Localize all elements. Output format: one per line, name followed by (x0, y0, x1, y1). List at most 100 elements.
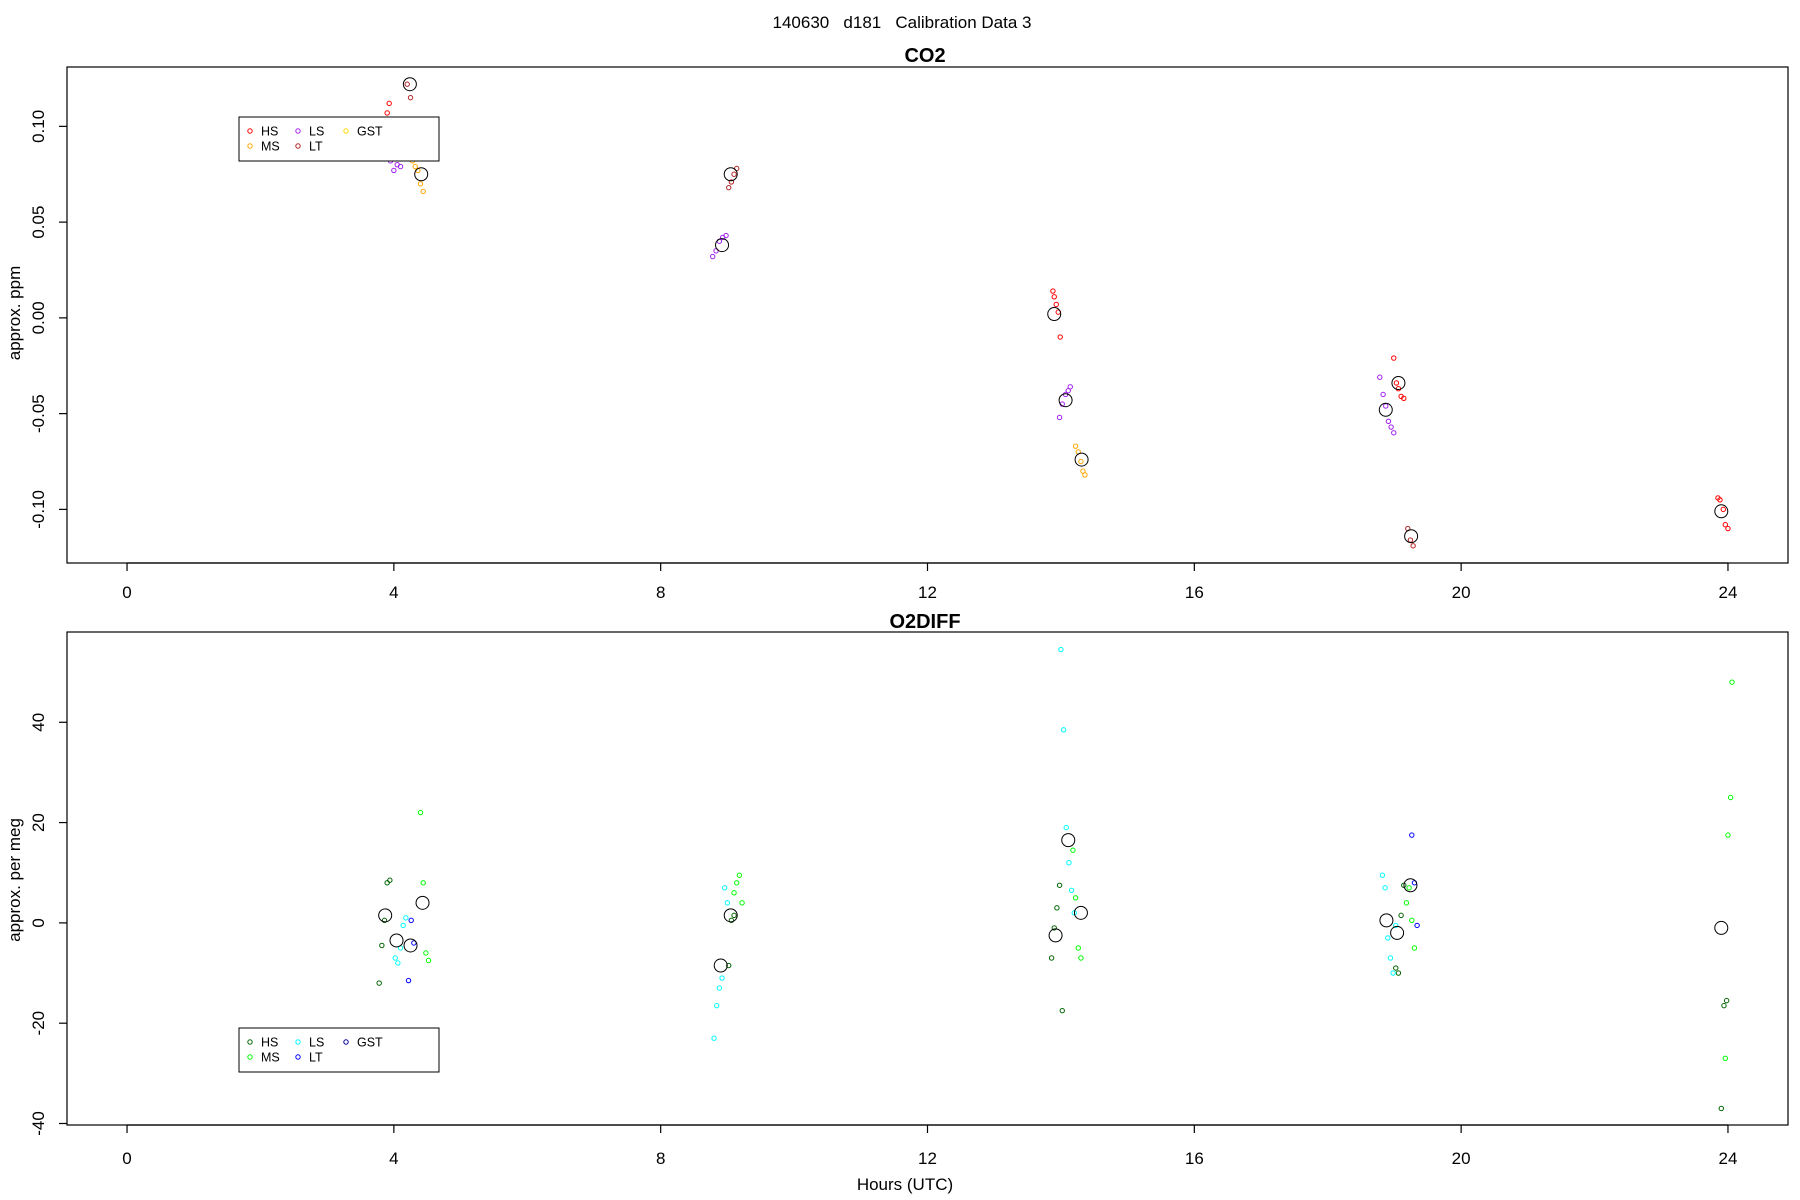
co2-point-lt (728, 179, 735, 185)
o2diff-mean-point (1379, 913, 1394, 928)
o2diff-legend-label: HS (261, 1036, 278, 1050)
o2diff-x-tick-label: 8 (656, 1149, 665, 1168)
co2-x-tick-label: 24 (1719, 583, 1738, 602)
o2diff-point-ls (1385, 935, 1391, 941)
o2diff-point-ms (734, 880, 740, 886)
o2diff-point-hs (1723, 997, 1730, 1004)
o2diff-point-hs (1056, 882, 1063, 888)
co2-y-axis-label: approx. ppm (5, 266, 24, 361)
o2diff-point-ls (724, 900, 731, 906)
o2diff-point-ls (716, 985, 723, 991)
o2diff-legend-marker (247, 1054, 253, 1060)
o2diff-point-ls (1379, 872, 1386, 878)
o2diff-point-hs (1048, 955, 1055, 961)
o2diff-mean-point (1048, 928, 1063, 943)
co2-point-ms (417, 181, 424, 187)
co2-y-tick-label: 0.05 (29, 206, 48, 239)
co2-point-ls (1388, 424, 1394, 430)
co2-panel: CO2 approx. ppm 0 4 8 12 16 20 24 -0.10 -0.05 0.0… (5, 45, 1789, 602)
o2diff-x-tick-label: 24 (1719, 1149, 1738, 1168)
o2diff-legend-marker (295, 1054, 301, 1060)
o2diff-point-lt (1409, 832, 1415, 838)
o2diff-mean-point (1390, 925, 1405, 940)
o2diff-point-hs (1721, 1002, 1727, 1009)
o2diff-point-ms (739, 900, 745, 906)
co2-point-hs (1051, 294, 1057, 300)
co2-mean-point (1378, 402, 1393, 417)
o2diff-mean-point (1061, 833, 1076, 848)
o2diff-point-ls (1393, 922, 1399, 929)
o2diff-mean-point (403, 938, 418, 953)
co2-point-ms (412, 163, 418, 170)
o2diff-y-axis-label: approx. per meg (5, 818, 24, 942)
co2-legend-marker (343, 128, 349, 134)
co2-point-ls (723, 232, 729, 239)
o2diff-point-ls (1387, 955, 1394, 961)
o2diff-point-ls (1068, 887, 1075, 893)
o2diff-point-ms (1409, 917, 1415, 924)
o2diff-mean-point (713, 958, 728, 973)
co2-y-tick-label: -0.10 (29, 490, 48, 529)
o2diff-legend-label: LS (309, 1036, 324, 1050)
o2diff-legend-label: LT (309, 1051, 323, 1065)
co2-point-lt (731, 171, 737, 177)
o2diff-point-ms (736, 872, 743, 878)
o2diff-point-hs (387, 877, 393, 883)
o2diff-point-ms (1722, 1055, 1728, 1061)
co2-mean-point (1404, 529, 1419, 544)
o2diff-legend-label: MS (261, 1051, 280, 1065)
co2-point-ls (1385, 418, 1392, 424)
o2diff-y-tick-label: -20 (29, 1011, 48, 1036)
co2-legend-label: GST (357, 125, 383, 139)
o2diff-point-ms (423, 950, 429, 956)
co2-point-hs (1393, 380, 1400, 386)
o2diff-point-hs (726, 962, 732, 969)
co2-point-hs (1395, 386, 1402, 392)
o2diff-mean-point (723, 908, 738, 923)
co2-point-lt (1407, 537, 1414, 543)
o2diff-point-hs (1718, 1105, 1724, 1112)
co2-legend-label: HS (261, 125, 278, 139)
o2diff-mean-point (1073, 905, 1088, 920)
o2diff-point-ms (1403, 900, 1410, 906)
co2-point-ls (397, 163, 404, 170)
co2-x-tick-label: 4 (389, 583, 398, 602)
co2-legend-marker (247, 128, 253, 134)
co2-mean-point (402, 77, 417, 92)
co2-point-lt (726, 184, 732, 191)
o2diff-point-ms (1411, 945, 1418, 951)
o2diff-point-ms (1075, 945, 1081, 951)
o2diff-point-hs (1051, 925, 1057, 931)
o2diff-legend-marker (295, 1039, 301, 1045)
o2diff-point-ls (1058, 646, 1064, 653)
o2diff-point-hs (384, 880, 390, 886)
o2diff-point-ms (1078, 955, 1084, 961)
o2diff-point-ls (395, 960, 401, 966)
co2-point-lt (1410, 543, 1416, 549)
o2diff-point-ls (392, 955, 398, 961)
figure-title: 140630 d181 Calibration Data 3 (773, 13, 1032, 32)
co2-y-tick-label: -0.05 (29, 394, 48, 433)
o2diff-point-lt (408, 917, 414, 924)
co2-point-lt (404, 81, 410, 87)
o2diff-panel-title: O2DIFF (889, 611, 960, 633)
o2diff-point-ms (1406, 885, 1412, 891)
o2diff-point-hs (1054, 905, 1060, 911)
o2diff-point-hs (381, 917, 388, 924)
o2diff-point-ms (1727, 794, 1734, 801)
o2diff-point-ms (1729, 679, 1735, 685)
o2diff-panel: O2DIFF approx. per meg Hours (UTC) 0 4 8 12… (5, 611, 1789, 1194)
o2diff-point-ls (403, 915, 409, 921)
co2-point-ms (420, 188, 426, 195)
o2diff-point-hs (379, 942, 385, 949)
co2-legend-label: LS (309, 125, 324, 139)
o2diff-x-axis-label: Hours (UTC) (857, 1175, 953, 1194)
o2diff-point-hs (1398, 912, 1404, 919)
o2diff-legend-marker (247, 1039, 253, 1045)
o2diff-y-tick-label: 0 (29, 918, 48, 927)
co2-legend-marker (295, 128, 301, 134)
co2-legend-label: LT (309, 140, 323, 154)
co2-mean-point (715, 238, 730, 253)
o2diff-point-hs (1401, 882, 1407, 888)
co2-x-tick-label: 12 (918, 583, 937, 602)
